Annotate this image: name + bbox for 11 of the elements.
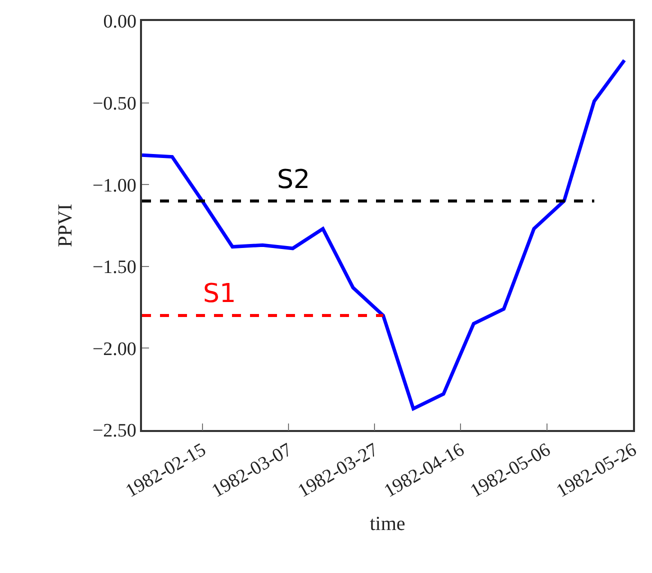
y-tick-label: 0.00 (103, 12, 136, 33)
series-label: S2 (277, 165, 310, 195)
series-label: S1 (203, 279, 236, 309)
y-tick-label: −1.50 (92, 257, 136, 278)
x-axis-title: time (370, 512, 406, 535)
y-tick-label: −2.50 (92, 420, 136, 442)
line-series (142, 58, 626, 410)
y-tick-label: −2.00 (92, 338, 136, 360)
y-tick-label: −1.00 (92, 175, 136, 196)
y-tick-label: −0.50 (92, 93, 136, 114)
y-axis-title: PPVI (54, 204, 76, 248)
